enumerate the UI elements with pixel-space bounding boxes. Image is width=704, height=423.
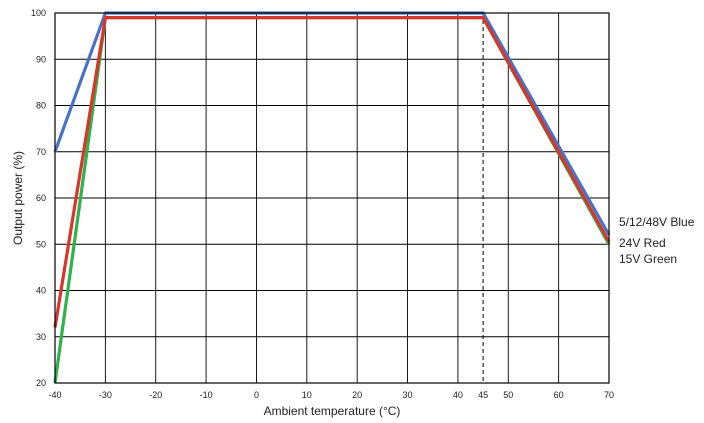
y-tick-label: 70 [36,147,46,157]
x-tick-label: -40 [48,390,61,400]
y-axis-label: Output power (%) [11,151,25,245]
legend-label: 15V Green [619,252,677,266]
x-tick-label: -10 [200,390,213,400]
x-tick-label: -30 [99,390,112,400]
x-tick-label: 0 [254,390,259,400]
x-tick-label: 20 [352,390,362,400]
x-axis-label: Ambient temperature (°C) [264,404,401,418]
y-tick-label: 40 [36,286,46,296]
x-tick-label: 60 [554,390,564,400]
y-tick-label: 50 [36,239,46,249]
grid [55,13,609,383]
x-axis-ticks: -40 -30 -20 -10 0 10 20 30 40 45 50 60 70 [48,390,614,400]
y-tick-label: 60 [36,193,46,203]
y-axis-ticks: 20 30 40 50 60 70 80 90 100 [31,8,46,388]
legend-label: 24V Red [619,236,666,250]
series-line-5-12-48v-blue [53,11,611,236]
y-tick-label: 100 [31,8,46,18]
series-line-15v-green [53,16,611,384]
x-tick-label: -20 [149,390,162,400]
x-tick-label: 70 [604,390,614,400]
x-tick-label: 45 [478,390,488,400]
plot-frame [54,12,610,384]
series-line-24v-red [53,16,611,328]
x-tick-label: 30 [403,390,413,400]
legend: 5/12/48V Blue 24V Red 15V Green [619,215,695,266]
y-tick-label: 90 [36,54,46,64]
legend-label: 5/12/48V Blue [619,215,695,229]
y-tick-label: 80 [36,101,46,111]
y-tick-label: 30 [36,332,46,342]
y-tick-label: 20 [36,378,46,388]
x-tick-label: 40 [453,390,463,400]
x-tick-label: 10 [302,390,312,400]
x-tick-label: 50 [503,390,513,400]
